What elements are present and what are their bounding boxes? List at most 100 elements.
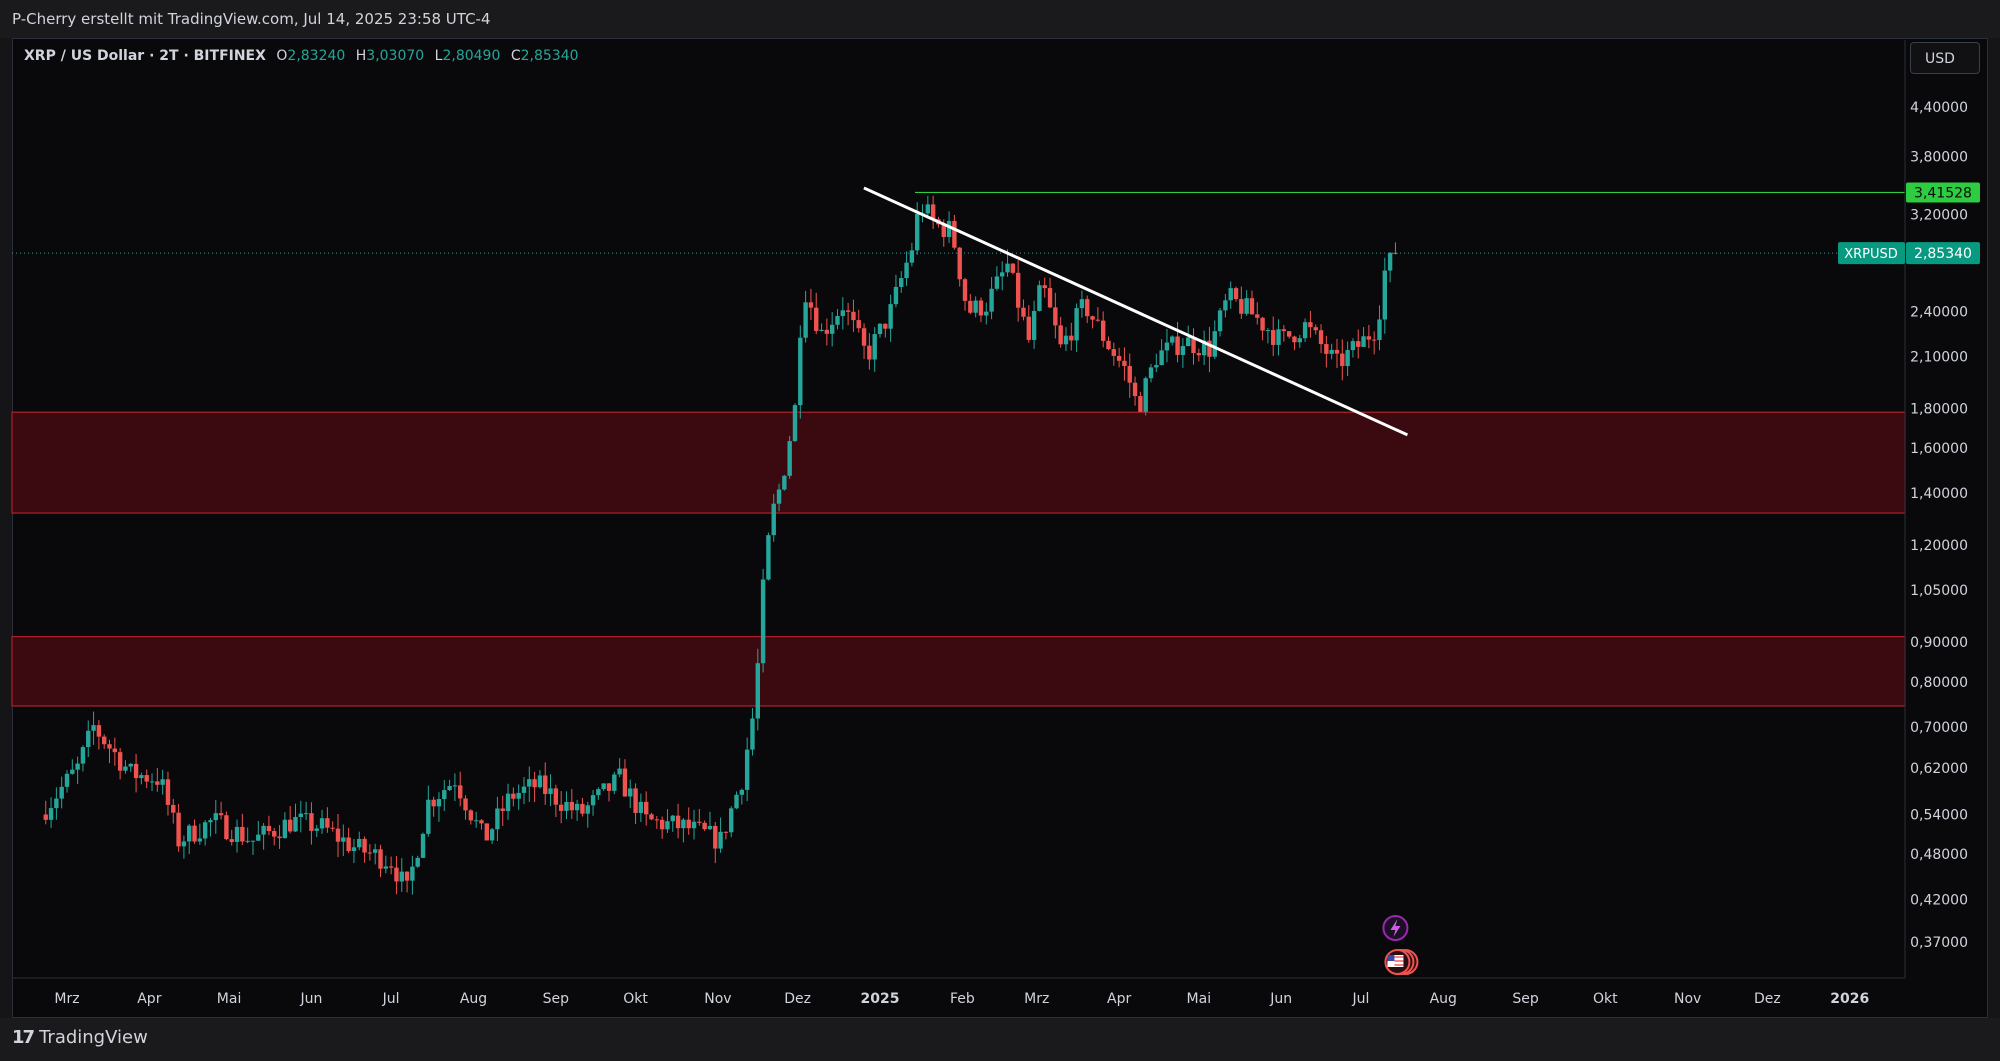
candle-body bbox=[378, 849, 383, 869]
time-tick-label: Aug bbox=[460, 991, 487, 1007]
candle bbox=[596, 787, 601, 800]
candle bbox=[845, 302, 851, 326]
resistance-price-tag bbox=[1906, 182, 1980, 203]
candle bbox=[399, 858, 404, 892]
candle-body bbox=[643, 801, 649, 815]
candle-body bbox=[1292, 336, 1297, 343]
candle bbox=[410, 855, 415, 895]
candle-body bbox=[872, 334, 877, 360]
candle bbox=[213, 799, 218, 834]
candle-body bbox=[670, 815, 675, 822]
candle bbox=[1297, 334, 1302, 348]
event-markers[interactable] bbox=[1382, 915, 1419, 975]
candle-body bbox=[851, 311, 856, 321]
candle-body bbox=[1100, 320, 1106, 341]
candle bbox=[904, 251, 909, 286]
candle-body bbox=[1010, 263, 1016, 273]
candle bbox=[861, 323, 867, 360]
low-value: 2,80490 bbox=[442, 48, 501, 64]
candle bbox=[346, 827, 351, 854]
drawings[interactable] bbox=[12, 186, 1905, 437]
candle-body bbox=[1212, 331, 1217, 357]
candle-body bbox=[319, 818, 325, 829]
candle-body bbox=[622, 768, 628, 797]
candle bbox=[675, 803, 681, 839]
candle bbox=[500, 795, 505, 826]
candle-body bbox=[330, 827, 335, 829]
candle bbox=[1393, 242, 1398, 255]
candle-body bbox=[1132, 382, 1138, 397]
candle bbox=[824, 318, 830, 346]
symbol-legend[interactable]: XRP / US Dollar · 2T · BITFINEX O2,83240… bbox=[24, 48, 579, 64]
candle-body bbox=[1329, 349, 1334, 354]
candle-body bbox=[835, 315, 840, 325]
candle bbox=[564, 791, 569, 820]
us-flag-event-icon[interactable] bbox=[1384, 949, 1419, 975]
candle-body bbox=[261, 825, 266, 835]
candle-body bbox=[553, 788, 559, 805]
tradingview-logo[interactable]: 17 TradingView bbox=[12, 1027, 148, 1048]
candle-body bbox=[144, 775, 149, 782]
candle-body bbox=[431, 799, 436, 807]
candle bbox=[1329, 343, 1334, 360]
candle bbox=[787, 435, 792, 479]
candle bbox=[218, 801, 224, 820]
candle bbox=[734, 791, 739, 810]
candle bbox=[43, 800, 48, 825]
candle bbox=[819, 323, 824, 332]
candle-body bbox=[941, 224, 946, 237]
candle bbox=[872, 327, 877, 372]
candle bbox=[1148, 364, 1154, 383]
candle-body bbox=[473, 820, 479, 822]
candle-body bbox=[638, 801, 644, 813]
candle bbox=[1196, 348, 1202, 362]
time-tick-label: 2025 bbox=[861, 991, 900, 1007]
time-axis[interactable]: Mrz Apr Mai Jun Jul Aug Sep Okt Nov Dez 2025 Feb Mrz… bbox=[12, 977, 1905, 1007]
candle bbox=[298, 800, 304, 833]
candle-body bbox=[463, 798, 468, 811]
candle-body bbox=[1207, 340, 1212, 357]
candle bbox=[165, 771, 171, 816]
candle bbox=[362, 836, 367, 863]
candle bbox=[798, 325, 803, 419]
chart-panel[interactable] bbox=[12, 38, 1988, 1018]
candle bbox=[505, 783, 511, 820]
candle bbox=[893, 274, 899, 308]
candle-body bbox=[1356, 341, 1361, 347]
symbol-title[interactable]: XRP / US Dollar · 2T · BITFINEX bbox=[24, 48, 266, 64]
candle-body bbox=[309, 813, 314, 831]
candle bbox=[155, 767, 160, 792]
candle-body bbox=[1318, 330, 1324, 345]
price-tick-label: 0,90000 bbox=[1910, 635, 1968, 651]
candle-body bbox=[952, 220, 957, 248]
time-tick-label: Mai bbox=[1187, 991, 1212, 1007]
candle-body bbox=[590, 795, 596, 806]
supply-zones bbox=[11, 411, 1906, 707]
candle-body bbox=[181, 841, 187, 847]
candle bbox=[606, 783, 612, 802]
open-label: O bbox=[276, 48, 288, 64]
price-tick-label: 0,62000 bbox=[1910, 761, 1968, 777]
candle-body bbox=[1000, 272, 1005, 277]
candle bbox=[1260, 316, 1265, 341]
supply-zone-1 bbox=[11, 411, 1906, 514]
trendline[interactable] bbox=[863, 186, 1409, 437]
candle bbox=[1361, 327, 1366, 347]
candle bbox=[665, 809, 670, 833]
candle-body bbox=[1154, 365, 1159, 368]
candle bbox=[256, 820, 261, 842]
candle-body bbox=[697, 821, 702, 823]
candle-body bbox=[48, 808, 54, 820]
time-tick-label: Jul bbox=[1351, 991, 1369, 1007]
candle-body bbox=[1345, 350, 1350, 367]
candle bbox=[107, 739, 112, 764]
currency-button[interactable]: USD bbox=[1910, 42, 1980, 74]
lightning-event-icon[interactable] bbox=[1382, 915, 1409, 941]
price-axis[interactable]: 4,40000 3,80000 3,20000 2,40000 2,10000 1,800… bbox=[1904, 40, 1968, 978]
candle-body bbox=[335, 828, 341, 842]
candle-body bbox=[1340, 353, 1345, 367]
candle-body bbox=[755, 663, 760, 719]
candle-body bbox=[372, 849, 378, 853]
candle-body bbox=[596, 789, 601, 796]
